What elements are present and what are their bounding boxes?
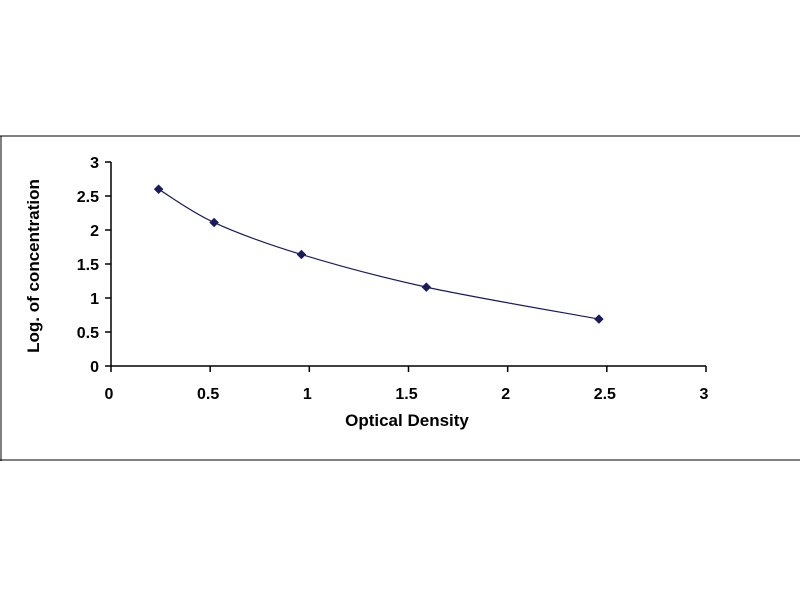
- y-tick-label: 2.5: [77, 189, 99, 206]
- x-tick-label: 0.5: [197, 386, 219, 403]
- y-tick-label: 1.5: [77, 257, 99, 274]
- x-tick-group: 0 0.5 1 1.5 2 2.5 3: [105, 366, 709, 403]
- x-tick-label: 2.5: [594, 386, 616, 403]
- data-point: [421, 282, 432, 292]
- trend-curve: [158, 188, 600, 320]
- x-axis-title: Optical Density: [345, 411, 469, 430]
- y-tick-label: 0.5: [77, 325, 99, 342]
- y-tick-label: 0: [90, 359, 99, 376]
- data-point: [209, 217, 219, 228]
- x-tick-label: 1: [303, 386, 312, 403]
- y-axis-title: Log. of concentration: [24, 179, 43, 353]
- data-point: [153, 184, 164, 195]
- y-tick-group: 0 0.5 1 1.5 2 2.5 3: [77, 155, 111, 376]
- x-tick-label: 3: [700, 386, 709, 403]
- x-tick-label: 1.5: [395, 386, 417, 403]
- data-point: [594, 314, 604, 324]
- data-point: [296, 249, 307, 260]
- x-tick-label: 2: [501, 386, 510, 403]
- curve-layer: [158, 188, 600, 320]
- y-tick-label: 2: [90, 223, 99, 240]
- y-tick-label: 3: [90, 155, 99, 172]
- points-layer: [153, 184, 604, 324]
- y-tick-label: 1: [90, 291, 99, 308]
- axes-group: [110, 162, 706, 367]
- x-tick-label: 0: [105, 386, 114, 403]
